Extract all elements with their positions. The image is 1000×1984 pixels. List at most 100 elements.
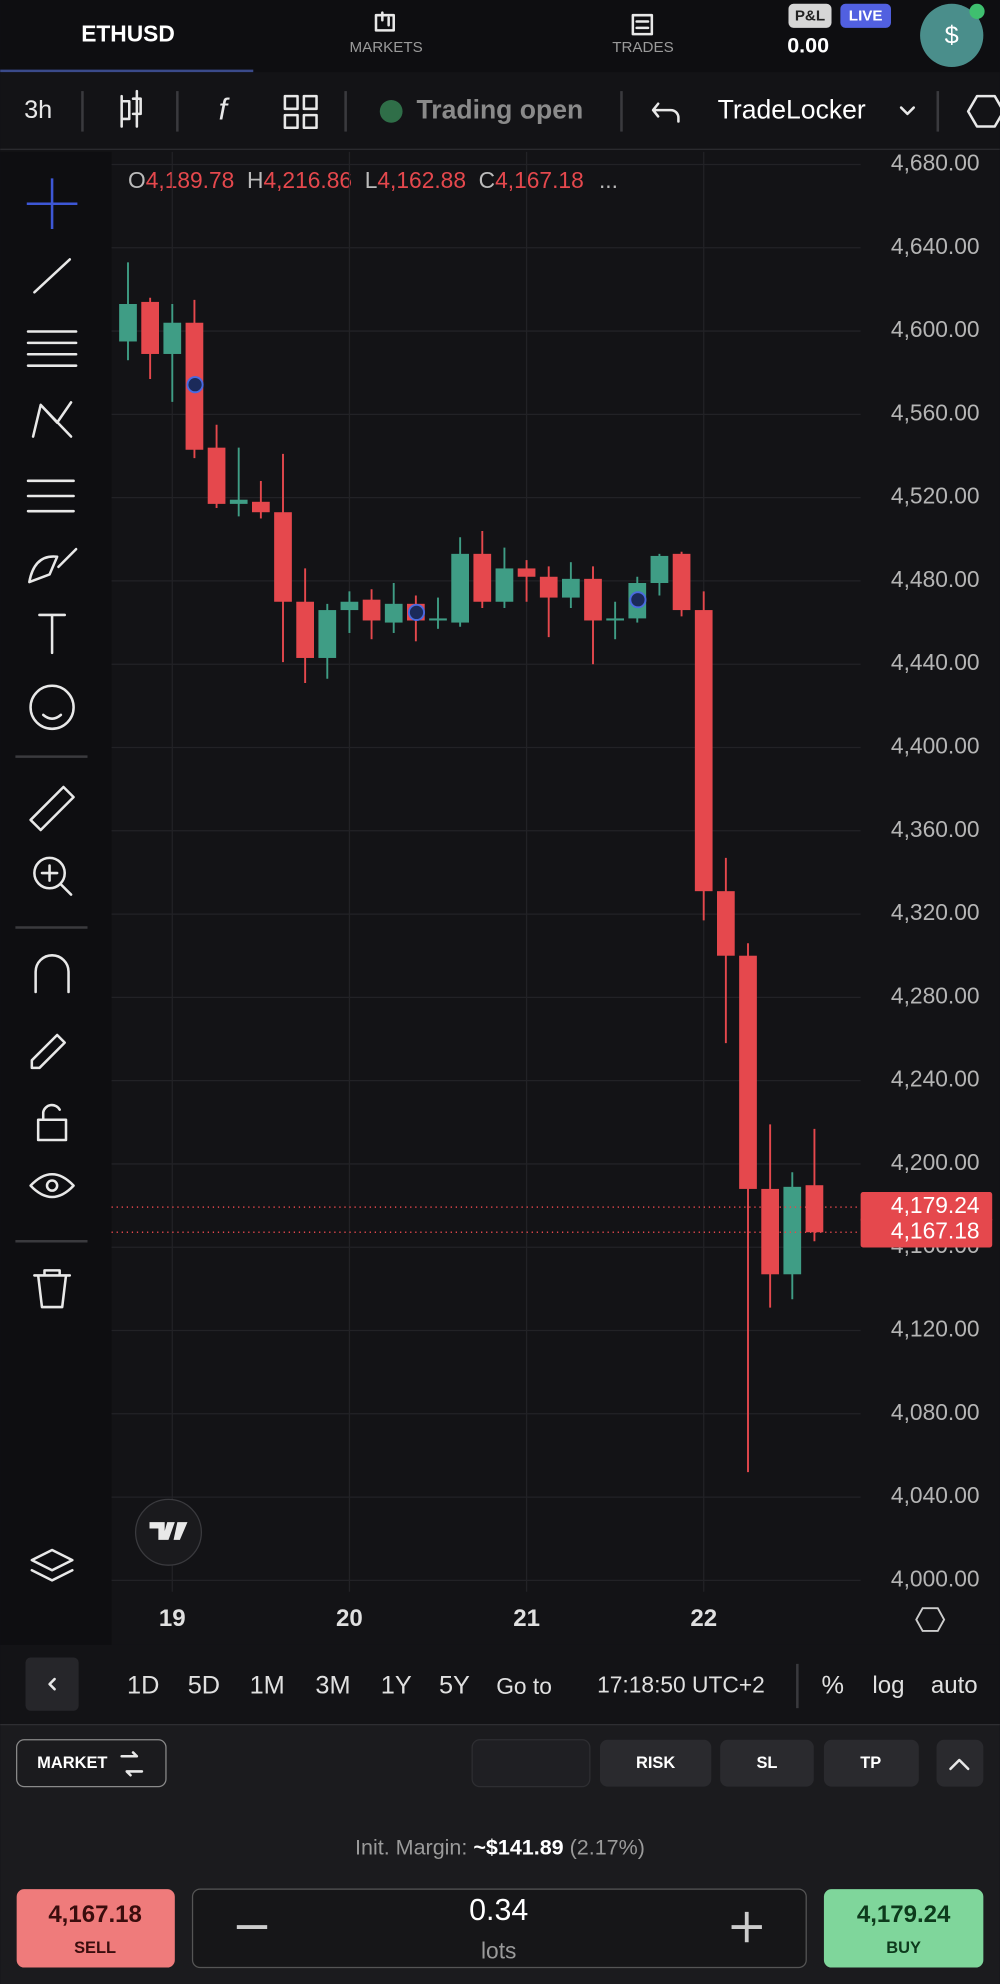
candle-body — [429, 618, 447, 621]
goto-button[interactable]: Go to — [496, 1673, 552, 1699]
sell-label: SELL — [74, 1939, 116, 1957]
layers-tool[interactable] — [30, 1548, 74, 1582]
ohlc-value: 4,162.88 — [377, 167, 466, 193]
candle-body — [606, 618, 624, 621]
collapse-button[interactable] — [25, 1657, 79, 1711]
prediction-tool[interactable] — [26, 479, 75, 513]
visibility-tool[interactable] — [29, 1172, 75, 1199]
buy-label: BUY — [886, 1939, 921, 1957]
collapse-arrow — [48, 1677, 56, 1691]
zoom-handle — [40, 864, 73, 896]
candle-body — [805, 1185, 824, 1233]
y-tick-label: 4,600.00 — [891, 316, 980, 342]
pattern-tool[interactable] — [31, 401, 73, 438]
markets-icon — [374, 11, 395, 32]
emoji-tool[interactable] — [29, 684, 75, 731]
event-marker — [629, 591, 647, 609]
candle-body — [672, 553, 691, 611]
range-button[interactable]: 3M — [315, 1671, 350, 1699]
price-label: 4,167.18 — [891, 1217, 980, 1243]
magnet-tool[interactable] — [34, 954, 70, 994]
layout-button[interactable] — [283, 94, 318, 130]
interval-button[interactable]: 3h — [24, 96, 52, 124]
trades-tab[interactable]: TRADES — [612, 39, 674, 56]
candle-body — [362, 599, 381, 621]
zoom-tool[interactable] — [33, 856, 67, 890]
online-dot — [969, 3, 985, 19]
y-tick-label: 4,120.00 — [891, 1316, 980, 1342]
y-tick-label: 4,240.00 — [891, 1066, 980, 1092]
y-tick-label: 4,200.00 — [891, 1149, 980, 1175]
candle-body — [163, 322, 182, 354]
broker-select[interactable]: TradeLocker — [718, 94, 866, 124]
expand-arrow — [949, 1758, 970, 1771]
price-label-box — [860, 1191, 993, 1223]
ohlc-value: 4,216.86 — [263, 167, 352, 193]
text-tool[interactable] — [38, 613, 67, 655]
symbol-tab[interactable]: ETHUSD — [81, 20, 175, 46]
ohlc-key: L — [365, 167, 378, 193]
toolbar-separators — [81, 91, 940, 132]
order-type-swap — [120, 1751, 144, 1777]
trades-icon — [631, 13, 654, 36]
candle-body — [694, 610, 713, 892]
brush-tool[interactable] — [28, 547, 78, 584]
candle-body — [650, 555, 669, 584]
candle-body — [229, 499, 248, 504]
markets-tab[interactable]: MARKETS — [349, 39, 422, 56]
drawing-toolbar — [0, 151, 112, 1645]
broker-chevron — [899, 106, 916, 116]
ohlc-key: C — [479, 167, 495, 193]
candle-body — [495, 568, 514, 602]
range-button[interactable]: 1D — [127, 1671, 159, 1699]
lots-plus[interactable] — [731, 1911, 762, 1943]
sl-button[interactable] — [720, 1739, 814, 1787]
y-tick-label: 4,520.00 — [891, 483, 980, 509]
buy-button[interactable] — [823, 1889, 984, 1968]
tp-button[interactable] — [823, 1739, 919, 1787]
y-tick-label: 4,400.00 — [891, 733, 980, 759]
candle-body — [517, 568, 536, 577]
lock-drawings[interactable] — [30, 1033, 67, 1070]
pnl-value: 0.00 — [787, 34, 829, 58]
visibility-pupil — [45, 1179, 59, 1192]
price-chart: O4,189.78 H4,216.86 L4,162.88 C4,167.18 ...4… — [111, 150, 993, 1632]
lots-input[interactable] — [191, 1888, 807, 1969]
risk-button[interactable] — [599, 1739, 712, 1787]
candle-body — [473, 553, 492, 602]
candle-body — [318, 610, 337, 658]
unlock-tool[interactable] — [36, 1103, 68, 1142]
empty-field[interactable] — [471, 1739, 591, 1788]
pnl-badge — [788, 3, 832, 28]
fib-tool[interactable] — [26, 330, 78, 367]
trendline-tool[interactable] — [33, 258, 72, 294]
range-button[interactable]: 5Y — [439, 1671, 470, 1699]
chart-type-button[interactable] — [120, 89, 142, 128]
avatar[interactable] — [920, 3, 984, 68]
range-buttons: 1D 5D 1M 3M 1Y 5Y — [127, 1671, 470, 1699]
undo-button[interactable] — [651, 102, 680, 123]
percent-toggle[interactable]: % — [822, 1671, 845, 1699]
order-type-button[interactable] — [16, 1739, 167, 1788]
auto-toggle[interactable]: auto — [931, 1672, 978, 1699]
legend-more: ... — [599, 167, 618, 193]
settings-button[interactable] — [966, 94, 1000, 128]
ohlc-key: H — [247, 167, 263, 193]
sell-button[interactable] — [16, 1889, 175, 1968]
delete-tool[interactable] — [33, 1269, 72, 1309]
expand-button[interactable] — [936, 1739, 984, 1787]
y-tick-label: 4,040.00 — [891, 1482, 980, 1508]
margin-pct: (2.17%) — [570, 1835, 645, 1859]
ruler-tool[interactable] — [29, 785, 75, 832]
margin-value: ~$141.89 — [473, 1835, 563, 1859]
range-button[interactable]: 1Y — [381, 1671, 412, 1699]
price-label-box — [860, 1217, 993, 1248]
y-tick-label: 4,320.00 — [891, 899, 980, 925]
log-toggle[interactable]: log — [872, 1672, 904, 1699]
crosshair-tool[interactable] — [26, 178, 78, 230]
candle-body — [274, 512, 292, 602]
sl-label: SL — [756, 1754, 777, 1772]
range-button[interactable]: 5D — [188, 1671, 220, 1699]
range-button[interactable]: 1M — [250, 1671, 285, 1699]
emoji-mouth — [41, 713, 63, 720]
